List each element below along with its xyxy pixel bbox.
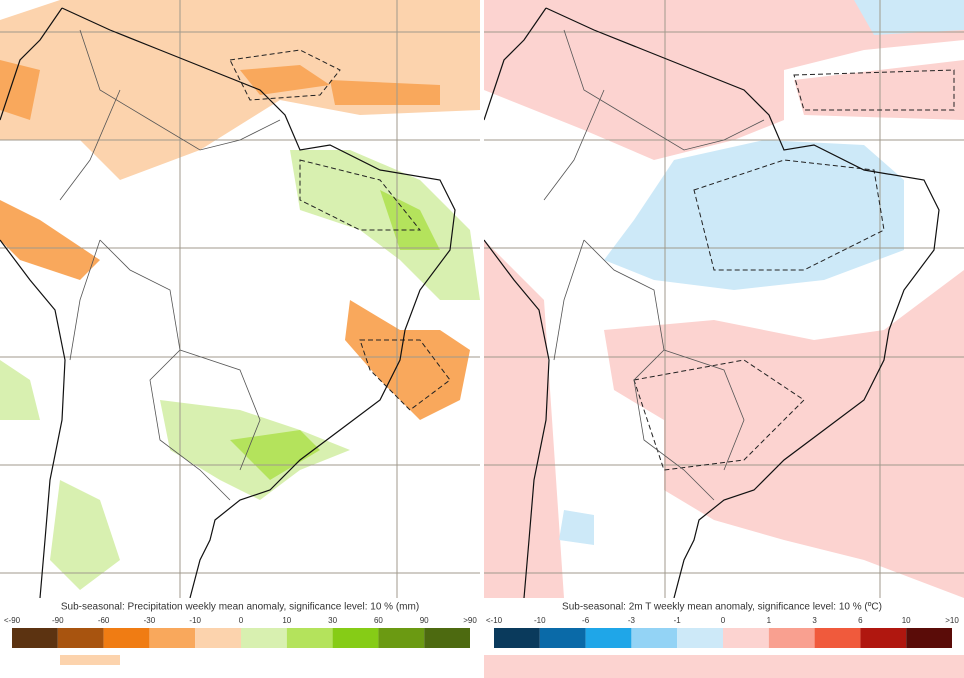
colorbar-label: 10 <box>282 616 291 625</box>
colorbar-label: -10 <box>534 616 546 625</box>
temperature-map <box>484 0 964 598</box>
colorbar-label: 6 <box>858 616 863 625</box>
caption: Sub-seasonal: 2m T weekly mean anomaly, … <box>562 602 882 613</box>
colorbar-label: 30 <box>328 616 337 625</box>
colorbar-label: >10 <box>945 616 959 625</box>
colorbar-label: -6 <box>582 616 590 625</box>
colorbar-segment <box>585 628 632 648</box>
next-map-strip <box>484 655 964 678</box>
colorbar-label: <-10 <box>486 616 503 625</box>
colorbar-segment <box>195 628 241 648</box>
colorbar-label: 1 <box>767 616 772 625</box>
colorbar-segment <box>149 628 196 648</box>
colorbar-segment <box>906 628 952 648</box>
colorbar-segment <box>12 628 58 648</box>
anomaly-area <box>230 190 440 480</box>
colorbar-label: -30 <box>144 616 156 625</box>
colorbar-segment <box>860 628 907 648</box>
colorbar-label: 10 <box>902 616 911 625</box>
significance-contour <box>229 49 451 411</box>
anomaly-area <box>345 300 470 420</box>
colorbar-label: -3 <box>628 616 636 625</box>
colorbar-label: 90 <box>420 616 429 625</box>
colorbar-segment <box>57 628 104 648</box>
colorbar-segment <box>677 628 723 648</box>
anomaly-area <box>484 0 964 160</box>
colorbar-segment <box>286 628 333 648</box>
colorbar-label: -1 <box>674 616 682 625</box>
colorbar-segment <box>814 628 861 648</box>
colorbar: <-90 -90 -60 -30 -10 0 10 30 60 90 >90 <box>4 616 477 648</box>
colorbar-label: -10 <box>189 616 201 625</box>
colorbar-label: -60 <box>98 616 110 625</box>
colorbar-segment <box>723 628 769 648</box>
colorbar-label: >90 <box>463 616 477 625</box>
next-map-strip <box>60 655 120 665</box>
anomaly-area <box>0 60 440 280</box>
colorbar-segment <box>241 628 287 648</box>
colorbar-segment <box>424 628 470 648</box>
caption: Sub-seasonal: Precipitation weekly mean … <box>61 602 419 613</box>
anomaly-area <box>484 240 964 598</box>
colorbar-segment <box>539 628 586 648</box>
significance-contour <box>633 69 955 471</box>
anomaly-area <box>0 150 480 590</box>
anomaly-area <box>0 0 480 180</box>
colorbar-label: <-90 <box>4 616 21 625</box>
colorbar: <-10 -10 -6 -3 -1 0 1 3 6 10 >10 <box>486 616 959 648</box>
colorbar-segment <box>378 628 425 648</box>
colorbar-segment <box>631 628 678 648</box>
colorbar-segment <box>768 628 815 648</box>
colorbar-segment <box>103 628 150 648</box>
colorbar-label: -90 <box>52 616 64 625</box>
colorbar-label: 0 <box>239 616 244 625</box>
colorbar-label: 3 <box>812 616 817 625</box>
precip-map <box>0 0 480 598</box>
anomaly-area <box>559 0 964 545</box>
colorbar-segment <box>494 628 540 648</box>
colorbar-label: 0 <box>721 616 726 625</box>
colorbar-segment <box>332 628 379 648</box>
colorbar-label: 60 <box>374 616 383 625</box>
